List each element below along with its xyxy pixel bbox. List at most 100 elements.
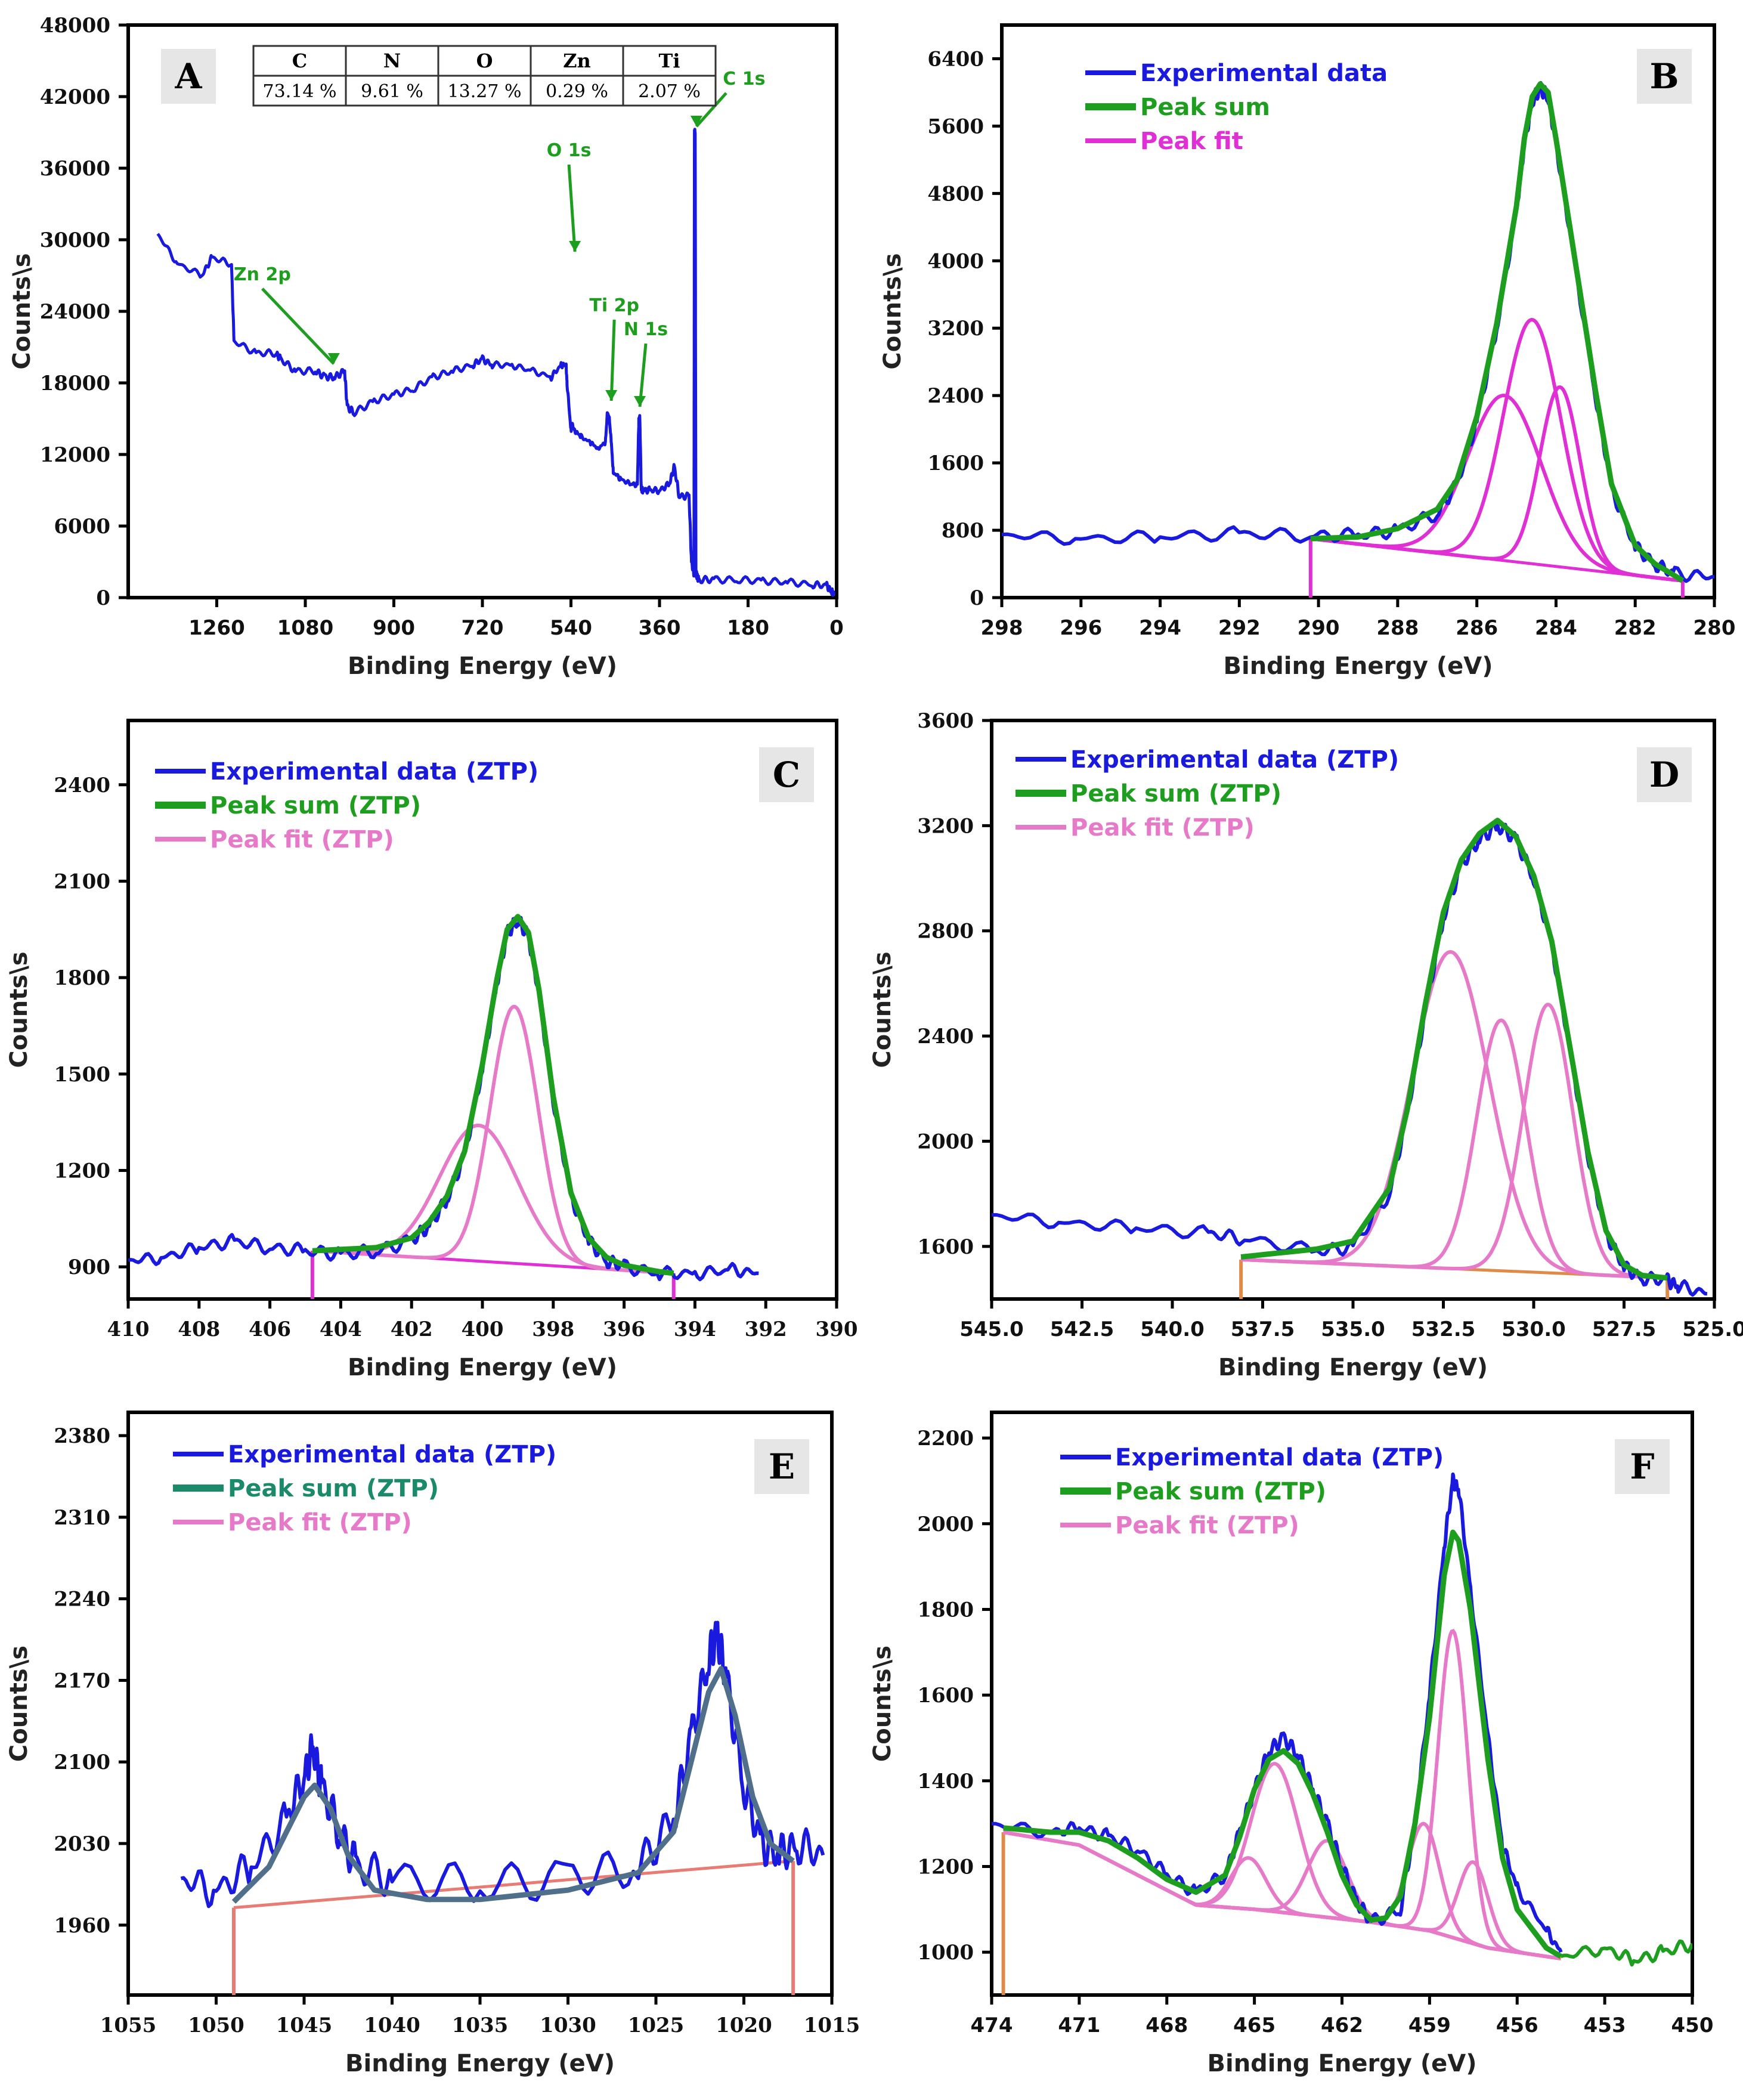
- peak-annotation: C 1s: [723, 69, 765, 89]
- experimental-data-line: [156, 128, 836, 597]
- x-tick-label: 396: [603, 1317, 645, 1341]
- y-tick-label: 30000: [40, 228, 110, 252]
- x-tick-label: 1045: [276, 2014, 333, 2037]
- y-tick-label: 2310: [54, 1506, 110, 1530]
- y-tick-label: 4800: [927, 182, 984, 206]
- x-tick-label: 527.5: [1592, 1317, 1657, 1341]
- legend-label: Peak fit (ZTP): [1115, 1512, 1299, 1539]
- x-tick-label: 288: [1376, 616, 1419, 640]
- plot-area: [180, 1620, 825, 1995]
- legend-label: Peak fit (ZTP): [228, 1509, 412, 1536]
- table-header-text: Zn: [563, 50, 591, 72]
- experimental-data-line: [1560, 1939, 1692, 1967]
- x-tick-label: 537.5: [1231, 1317, 1295, 1341]
- panel-letter: D: [1649, 754, 1679, 795]
- x-axis-label: Binding Energy (eV): [348, 1354, 617, 1381]
- plot-area: [1002, 81, 1714, 598]
- y-tick-label: 5600: [927, 115, 984, 138]
- x-tick-label: 390: [816, 1317, 858, 1341]
- x-tick-label: 392: [745, 1317, 787, 1341]
- legend-label: Peak sum: [1140, 94, 1270, 121]
- plot-area: [992, 818, 1708, 1299]
- legend-label: Experimental data (ZTP): [228, 1441, 556, 1468]
- table-header-cell: [530, 45, 624, 77]
- peak-annotation: Ti 2p: [589, 295, 639, 316]
- annotation-arrowhead: [569, 241, 581, 252]
- x-tick-label: 545.0: [959, 1317, 1024, 1341]
- y-tick-label: 900: [68, 1255, 110, 1279]
- x-tick-label: 532.5: [1411, 1317, 1476, 1341]
- annotation-arrow: [567, 164, 577, 252]
- peak-fit-curve: [1240, 1003, 1668, 1280]
- annotation-arrowhead: [634, 396, 646, 407]
- x-tick-label: 296: [1060, 616, 1102, 640]
- x-tick-label: 282: [1614, 616, 1657, 640]
- panel-letter-box: [161, 49, 216, 104]
- y-tick-label: 1600: [927, 451, 984, 475]
- peak-annotation: N 1s: [624, 319, 668, 340]
- y-tick-label: 2000: [917, 1513, 974, 1536]
- y-tick-label: 1600: [917, 1235, 974, 1259]
- y-tick-label: 2400: [927, 384, 984, 408]
- panel-d: 545.0 542.5 540.0 537.5 535.0 532.5 530.0 527.5…: [869, 709, 1743, 1381]
- table-value-text: 73.14 %: [263, 81, 337, 102]
- panel-letter-box: [1637, 49, 1692, 104]
- y-tick-label: 2800: [917, 920, 974, 944]
- y-axis-label: Counts\s: [5, 1646, 33, 1762]
- x-tick-label: 456: [1496, 2014, 1538, 2037]
- y-tick-label: 1400: [917, 1770, 974, 1793]
- panels: 1260 1080 900 720 540 360 180 00600012000180002…: [5, 14, 1743, 2077]
- x-tick-label: 404: [320, 1317, 362, 1341]
- y-tick-label: 1500: [54, 1063, 110, 1087]
- x-tick-label: 1055: [100, 2014, 157, 2037]
- x-tick-label: 294: [1139, 616, 1181, 640]
- plot-area: [992, 1472, 1692, 1995]
- y-tick-label: 42000: [40, 85, 110, 109]
- y-tick-label: 0: [970, 586, 984, 610]
- panel-letter-box: [1637, 747, 1692, 802]
- x-tick-label: 535.0: [1321, 1317, 1385, 1341]
- y-tick-label: 12000: [40, 443, 110, 467]
- x-tick-label: 459: [1408, 2014, 1451, 2037]
- legend-label: Experimental data (ZTP): [210, 758, 538, 785]
- annotation-arrow: [609, 319, 616, 401]
- table-header-text: N: [383, 50, 401, 72]
- y-tick-label: 1200: [917, 1855, 974, 1879]
- panel-c: 410 408 406 404 402 400 398 396 394 392 390 900 1200…: [5, 719, 858, 1381]
- y-tick-label: 2100: [54, 1750, 110, 1774]
- x-tick-label: 408: [178, 1317, 220, 1341]
- x-axis-label: Binding Energy (eV): [1218, 1354, 1488, 1381]
- table-header-text: C: [292, 50, 307, 72]
- table-value-text: 9.61 %: [361, 81, 423, 102]
- x-tick-label: 280: [1694, 616, 1736, 640]
- background-line: [233, 1859, 794, 1909]
- x-tick-label: 286: [1456, 616, 1498, 640]
- y-tick-label: 48000: [40, 14, 110, 38]
- x-tick-label: 1080: [277, 616, 334, 640]
- y-tick-label: 2400: [917, 1025, 974, 1049]
- panel-letter: C: [773, 754, 800, 795]
- y-axis-label: Counts\s: [5, 951, 33, 1068]
- x-tick-label: 525.0: [1682, 1317, 1743, 1341]
- x-tick-label: 398: [532, 1317, 574, 1341]
- panel-letter-box: [1615, 1439, 1670, 1494]
- x-tick-label: 720: [462, 616, 504, 640]
- y-tick-label: 2380: [54, 1424, 110, 1448]
- table-value-text: 0.29 %: [546, 81, 608, 102]
- x-tick-label: 1040: [364, 2014, 420, 2037]
- panel-a: 1260 1080 900 720 540 360 180 00600012000180002…: [8, 14, 844, 680]
- y-tick-label: 6000: [54, 515, 110, 539]
- y-tick-label: 0: [96, 586, 110, 610]
- legend-label: Peak fit (ZTP): [210, 826, 394, 853]
- x-axis-label: Binding Energy (eV): [1208, 2050, 1477, 2077]
- plot-area: [128, 914, 759, 1299]
- plot-area: [156, 128, 836, 597]
- x-tick-label: 394: [674, 1317, 716, 1341]
- x-tick-label: 360: [639, 616, 681, 640]
- x-tick-label: 540.0: [1140, 1317, 1205, 1341]
- y-tick-label: 3200: [927, 317, 984, 341]
- table-value-cell: [622, 75, 717, 107]
- panel-letter: B: [1649, 56, 1679, 97]
- x-tick-label: 290: [1298, 616, 1340, 640]
